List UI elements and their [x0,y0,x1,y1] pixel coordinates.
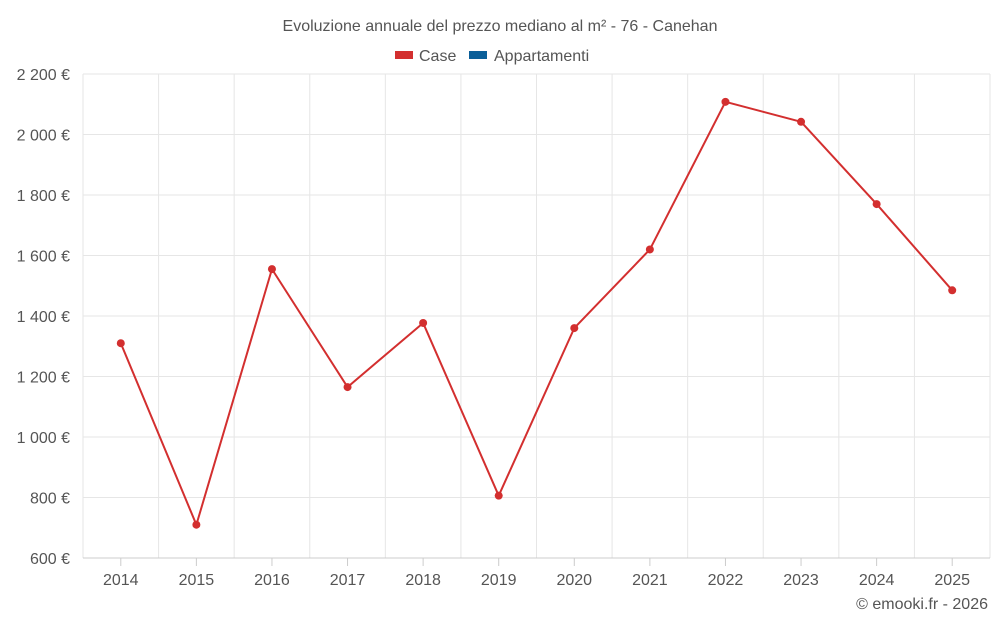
data-point-case-2015[interactable] [192,520,201,529]
data-point-case-2024[interactable] [872,200,881,209]
data-point-case-2018[interactable] [419,318,428,327]
y-tick-label: 1 600 € [17,249,70,266]
x-axis-ticks: 2014 2015 2016 2017 2018 2019 2020 2021 2022 2023… [103,558,970,589]
data-point-case-2014[interactable] [116,339,125,348]
y-tick-label: 2 200 € [17,67,70,84]
x-tick-label: 2024 [859,572,895,589]
legend-label-case[interactable]: Case [419,48,456,65]
chart-title: Evoluzione annuale del prezzo mediano al… [283,18,718,35]
data-point-case-2022[interactable] [721,97,730,106]
y-tick-label: 1 800 € [17,188,70,205]
x-tick-label: 2015 [179,572,215,589]
y-tick-label: 1 000 € [17,430,70,447]
x-tick-label: 2025 [934,572,970,589]
y-tick-label: 600 € [30,551,70,568]
legend-label-appartamenti[interactable]: Appartamenti [494,48,589,65]
series-case [116,97,957,529]
data-point-case-2017[interactable] [343,383,352,392]
x-tick-label: 2017 [330,572,366,589]
x-tick-label: 2020 [556,572,592,589]
x-tick-label: 2014 [103,572,139,589]
data-point-case-2021[interactable] [645,245,654,254]
data-point-case-2016[interactable] [267,265,276,274]
legend-swatch-appartamenti [469,51,487,59]
x-tick-label: 2019 [481,572,517,589]
x-tick-label: 2022 [708,572,744,589]
x-gridlines [82,74,991,558]
legend-swatch-case [395,51,413,59]
data-point-case-2025[interactable] [948,286,957,295]
y-tick-label: 2 000 € [17,128,70,145]
data-point-case-2019[interactable] [494,491,503,500]
x-tick-label: 2021 [632,572,668,589]
x-tick-label: 2016 [254,572,290,589]
y-axis-ticks: 600 € 800 € 1 000 € 1 200 € 1 400 € 1 600 € 1 … [17,67,70,568]
data-point-case-2020[interactable] [570,324,579,333]
y-tick-label: 1 400 € [17,309,70,326]
chart-credit: © emooki.fr - 2026 [856,596,988,613]
legend: Case Appartamenti [395,48,589,65]
y-tick-label: 800 € [30,491,70,508]
x-tick-label: 2018 [405,572,441,589]
y-tick-label: 1 200 € [17,370,70,387]
x-tick-label: 2023 [783,572,819,589]
series-line-case [119,100,953,526]
data-point-case-2023[interactable] [797,117,806,126]
